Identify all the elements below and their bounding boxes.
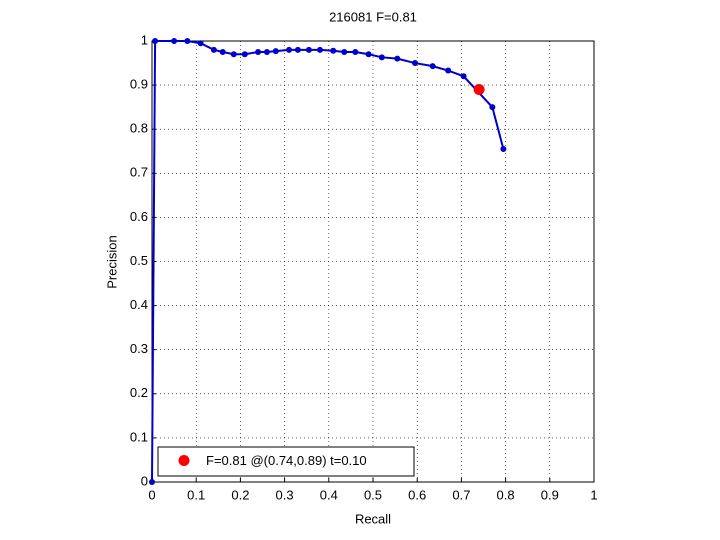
chart-title: 216081 F=0.81	[329, 9, 417, 24]
curve-marker	[255, 49, 262, 56]
x-tick-label: 0.8	[497, 487, 515, 502]
curve-marker	[394, 55, 401, 62]
y-tick-label: 0.7	[130, 165, 148, 180]
curve-marker	[378, 54, 385, 61]
y-tick-label: 1	[141, 32, 148, 47]
curve-marker	[460, 73, 467, 80]
curve-marker	[152, 38, 159, 44]
x-tick-label: 0.1	[187, 487, 205, 502]
curve-marker	[429, 63, 436, 70]
curve-marker	[263, 49, 270, 56]
curve-marker	[341, 49, 348, 56]
curve-marker	[230, 51, 237, 58]
legend-box	[157, 446, 415, 477]
x-tick-label: 0.5	[364, 487, 382, 502]
curve-marker	[286, 46, 293, 53]
curve-marker	[149, 479, 155, 485]
legend-marker	[178, 455, 190, 466]
y-tick-label: 0.1	[130, 429, 148, 444]
y-tick-label: 0.5	[130, 253, 148, 268]
pr-curve	[151, 40, 505, 483]
curve-marker	[365, 51, 372, 58]
x-tick-label: 0.3	[276, 487, 294, 502]
x-tick-label: 0.6	[408, 487, 426, 502]
x-axis-label: Recall	[355, 511, 391, 526]
curve-marker	[241, 51, 248, 58]
x-tick-label: 0.2	[231, 487, 249, 502]
curve-marker	[272, 48, 279, 55]
curve-marker	[489, 104, 496, 111]
curve-marker	[411, 60, 418, 67]
curve-marker	[445, 67, 452, 74]
curve-marker	[330, 47, 337, 54]
curve-marker	[316, 46, 323, 53]
y-tick-label: 0.2	[130, 385, 148, 400]
x-tick-label: 1	[590, 487, 597, 502]
x-tick-label: 0	[148, 487, 155, 502]
curve-marker	[352, 49, 359, 56]
curve-marker	[184, 38, 191, 44]
y-tick-label: 0.8	[130, 121, 148, 136]
curve-marker	[219, 49, 226, 56]
legend-label: F=0.81 @(0.74,0.89) t=0.10	[206, 453, 367, 468]
x-tick-label: 0.9	[541, 487, 559, 502]
y-tick-label: 0.4	[130, 297, 148, 312]
x-tick-label: 0.4	[320, 487, 338, 502]
curve-marker	[210, 46, 217, 53]
x-tick-label: 0.7	[452, 487, 470, 502]
best-point	[473, 84, 485, 96]
y-tick-label: 0.3	[130, 341, 148, 356]
curve-marker	[500, 146, 507, 153]
curve-marker	[197, 40, 204, 47]
curve-marker	[171, 38, 178, 44]
curve-marker	[294, 46, 301, 53]
y-axis-label: Precision	[104, 235, 119, 288]
curve-marker	[305, 46, 312, 53]
y-tick-label: 0.6	[130, 209, 148, 224]
y-tick-label: 0.9	[130, 77, 148, 92]
y-tick-label: 0	[141, 473, 148, 488]
